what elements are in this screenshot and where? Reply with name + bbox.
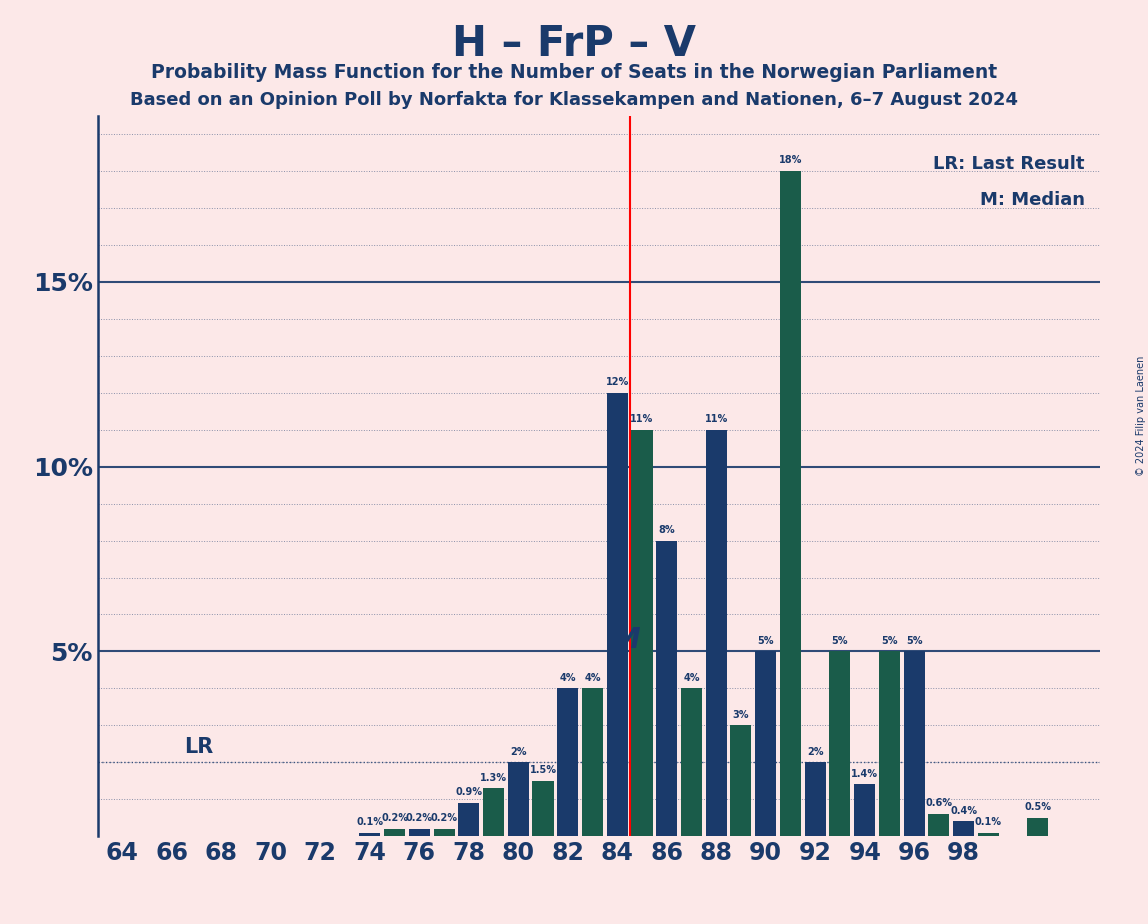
Bar	[657, 541, 677, 836]
Text: 4%: 4%	[559, 673, 576, 683]
Text: 5%: 5%	[831, 636, 848, 646]
Text: 0.6%: 0.6%	[925, 798, 953, 808]
Text: 3%: 3%	[732, 710, 750, 720]
Text: 1.3%: 1.3%	[480, 772, 507, 783]
Bar	[779, 171, 801, 836]
Text: 4%: 4%	[584, 673, 600, 683]
Text: 5%: 5%	[882, 636, 898, 646]
Text: Probability Mass Function for the Number of Seats in the Norwegian Parliament: Probability Mass Function for the Number…	[150, 63, 998, 82]
Text: H – FrP – V: H – FrP – V	[452, 23, 696, 65]
Text: © 2024 Filip van Laenen: © 2024 Filip van Laenen	[1135, 356, 1146, 476]
Text: 0.4%: 0.4%	[951, 806, 977, 816]
Text: 5%: 5%	[906, 636, 923, 646]
Text: 0.2%: 0.2%	[430, 813, 458, 823]
Bar	[434, 829, 455, 836]
Text: 11%: 11%	[705, 414, 728, 424]
Text: 18%: 18%	[778, 155, 802, 165]
Bar	[385, 829, 405, 836]
Bar	[903, 651, 924, 836]
Text: 12%: 12%	[606, 377, 629, 387]
Text: 1.5%: 1.5%	[529, 765, 557, 775]
Bar	[681, 688, 701, 836]
Bar	[1027, 818, 1048, 836]
Text: 1.4%: 1.4%	[851, 769, 878, 779]
Text: 0.1%: 0.1%	[356, 817, 383, 827]
Text: 0.5%: 0.5%	[1024, 802, 1052, 812]
Text: 2%: 2%	[510, 747, 527, 757]
Bar	[730, 725, 752, 836]
Bar	[582, 688, 603, 836]
Bar	[830, 651, 851, 836]
Bar	[557, 688, 579, 836]
Text: LR: Last Result: LR: Last Result	[933, 155, 1085, 173]
Text: Based on an Opinion Poll by Norfakta for Klassekampen and Nationen, 6–7 August 2: Based on an Opinion Poll by Norfakta for…	[130, 91, 1018, 108]
Bar	[458, 803, 479, 836]
Bar	[607, 393, 628, 836]
Bar	[929, 814, 949, 836]
Bar	[879, 651, 900, 836]
Text: 11%: 11%	[630, 414, 653, 424]
Text: 0.2%: 0.2%	[405, 813, 433, 823]
Text: 0.9%: 0.9%	[456, 787, 482, 797]
Bar	[706, 430, 727, 836]
Bar	[483, 788, 504, 836]
Text: 0.2%: 0.2%	[381, 813, 408, 823]
Bar	[854, 784, 875, 836]
Bar	[359, 833, 380, 836]
Text: 8%: 8%	[659, 525, 675, 535]
Bar	[978, 833, 999, 836]
Bar	[507, 762, 529, 836]
Bar	[755, 651, 776, 836]
Text: 0.1%: 0.1%	[975, 817, 1002, 827]
Bar	[631, 430, 652, 836]
Bar	[953, 821, 975, 836]
Text: M: Median: M: Median	[979, 191, 1085, 209]
Text: 2%: 2%	[807, 747, 823, 757]
Text: M: M	[612, 626, 639, 654]
Text: 4%: 4%	[683, 673, 700, 683]
Text: 5%: 5%	[758, 636, 774, 646]
Text: LR: LR	[184, 736, 214, 757]
Bar	[409, 829, 429, 836]
Bar	[533, 781, 553, 836]
Bar	[805, 762, 825, 836]
